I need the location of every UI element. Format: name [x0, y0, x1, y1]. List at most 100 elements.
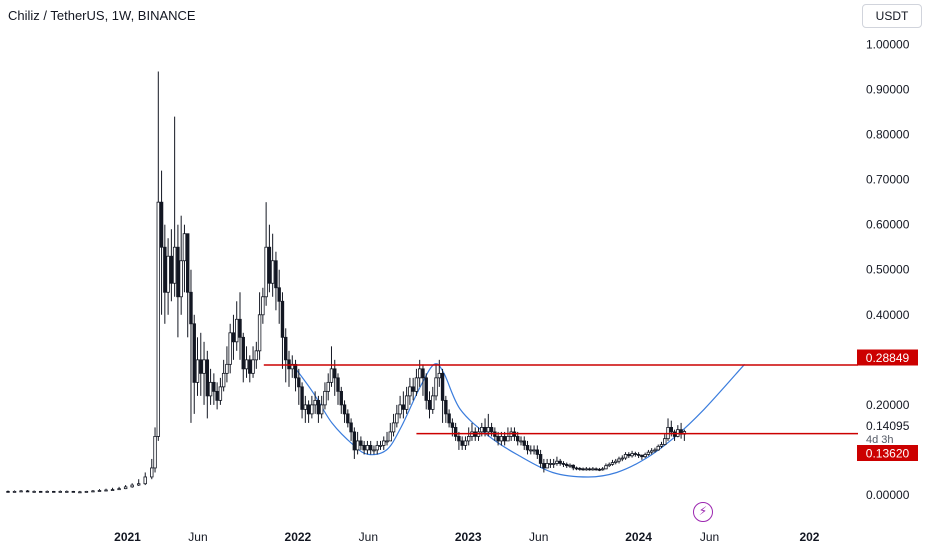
candle-body	[104, 489, 108, 492]
candle	[408, 377, 412, 405]
candle-body	[32, 490, 36, 493]
currency-button[interactable]: USDT	[862, 4, 922, 28]
current-price-label: 0.14095	[866, 419, 910, 433]
candle	[123, 485, 128, 490]
candle-body	[444, 399, 448, 415]
candle	[679, 422, 683, 439]
candle	[303, 395, 308, 423]
candle-body	[483, 427, 487, 433]
candle	[150, 458, 154, 480]
candle-body	[333, 368, 337, 379]
bottom-level-label: 0.13620	[866, 447, 910, 461]
y-tick-label: 0.00000	[866, 488, 910, 502]
candle	[238, 292, 242, 360]
candle	[440, 368, 445, 423]
candle-body	[604, 465, 608, 470]
candle-body	[195, 359, 200, 383]
candle	[58, 490, 62, 493]
candle	[568, 463, 572, 468]
candle-body	[535, 449, 540, 455]
candle	[156, 71, 161, 441]
candle	[136, 479, 141, 486]
candle-body	[378, 445, 383, 447]
candle	[192, 314, 196, 414]
candle-body	[551, 463, 556, 465]
candle	[186, 233, 190, 338]
candle-body	[176, 246, 180, 298]
candle-body	[172, 246, 177, 284]
candle	[323, 382, 327, 410]
candle	[104, 488, 108, 492]
candle-body	[653, 449, 657, 452]
candle	[627, 452, 631, 459]
lightning-bolt-icon[interactable]: ⚡	[693, 502, 713, 522]
candle-body	[408, 386, 412, 397]
candle	[218, 377, 223, 405]
candle	[486, 413, 491, 437]
candle-body	[284, 336, 288, 361]
candle	[643, 452, 647, 459]
candle	[542, 458, 546, 473]
candle	[427, 391, 432, 419]
candle-body	[558, 460, 562, 464]
candle	[336, 373, 340, 405]
candle-body	[215, 390, 219, 401]
candle-body	[447, 413, 451, 424]
candle	[457, 431, 461, 450]
candle-body	[221, 372, 226, 388]
candle	[578, 467, 582, 471]
candle	[45, 490, 49, 493]
candle	[202, 341, 206, 405]
candle	[584, 467, 589, 471]
candle	[565, 462, 569, 468]
candle-body	[19, 490, 23, 493]
candle	[284, 328, 288, 383]
candle-body	[414, 377, 419, 392]
candle	[623, 452, 628, 460]
candle	[653, 447, 657, 453]
candle	[280, 292, 285, 369]
candle-body	[457, 436, 461, 442]
candle	[401, 391, 406, 419]
candle-body	[153, 436, 157, 469]
candle	[225, 346, 229, 383]
candle-body	[545, 463, 549, 469]
candle-body	[636, 454, 641, 456]
candle	[267, 224, 272, 293]
candle	[460, 436, 464, 450]
candle	[659, 441, 664, 449]
candle	[453, 422, 458, 441]
candle	[159, 170, 164, 315]
x-tick-label: Jun	[188, 530, 207, 544]
candle	[532, 445, 536, 455]
candle-body	[248, 359, 252, 374]
candle-body	[627, 454, 631, 457]
candle-body	[303, 404, 308, 410]
candle	[195, 337, 200, 396]
candle-body	[388, 431, 392, 442]
candle-body	[617, 458, 621, 462]
candle	[277, 269, 281, 324]
candle	[375, 440, 379, 455]
candle-body	[71, 490, 76, 493]
candle	[574, 466, 579, 471]
candle	[551, 458, 556, 468]
candle-body	[434, 377, 438, 397]
candle	[257, 292, 262, 360]
candle	[636, 452, 641, 459]
candle-body	[212, 381, 216, 392]
price-labels: 0.28849 0.14095 4d 3h 0.13620	[857, 349, 918, 461]
candle-body	[189, 291, 193, 325]
candle-body	[238, 318, 242, 338]
candle-body	[186, 233, 190, 293]
candle	[130, 483, 134, 488]
candle-body	[506, 436, 510, 442]
candle	[19, 490, 23, 493]
y-tick-label: 0.20000	[866, 398, 910, 412]
candle-body	[166, 255, 170, 293]
candle-body	[261, 296, 265, 316]
candle-body	[529, 449, 533, 452]
candle	[78, 490, 82, 494]
